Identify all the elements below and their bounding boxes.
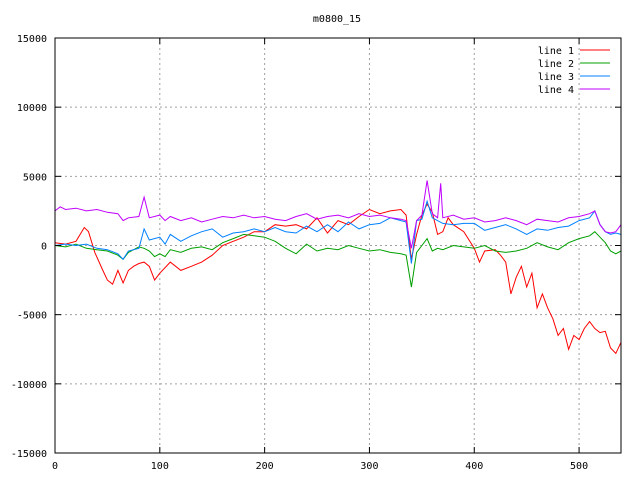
y-tick-label: -10000 [11, 380, 47, 391]
x-tick-label: 100 [151, 461, 169, 472]
series-layer [54, 180, 622, 355]
series-line-2 [54, 231, 622, 288]
y-tick-label: 5000 [23, 172, 47, 183]
y-tick-label: 10000 [17, 103, 47, 114]
x-tick-label: 500 [570, 461, 588, 472]
legend-label: line 3 [538, 72, 574, 83]
legend-label: line 1 [538, 46, 574, 57]
series-line-3 [54, 199, 622, 264]
series-line-4 [54, 180, 622, 249]
x-tick-label: 0 [52, 461, 58, 472]
legend-label: line 2 [538, 59, 574, 70]
series-line-1 [54, 202, 622, 355]
y-tick-label: -5000 [17, 311, 47, 322]
y-tick-label: -15000 [11, 449, 47, 460]
x-tick-label: 200 [256, 461, 274, 472]
grid-lines [55, 38, 621, 453]
legend: line 1 line 2 line 3 line 4 [538, 46, 610, 96]
y-axis: -15000 -10000 -5000 0 5000 10000 15000 [11, 34, 621, 460]
legend-label: line 4 [538, 85, 574, 96]
y-tick-label: 15000 [17, 34, 47, 45]
x-tick-label: 300 [360, 461, 378, 472]
chart-title: m0800_15 [313, 14, 361, 25]
y-tick-label: 0 [41, 242, 47, 253]
x-tick-label: 400 [465, 461, 483, 472]
x-axis: 0 100 200 300 400 500 [52, 38, 588, 472]
